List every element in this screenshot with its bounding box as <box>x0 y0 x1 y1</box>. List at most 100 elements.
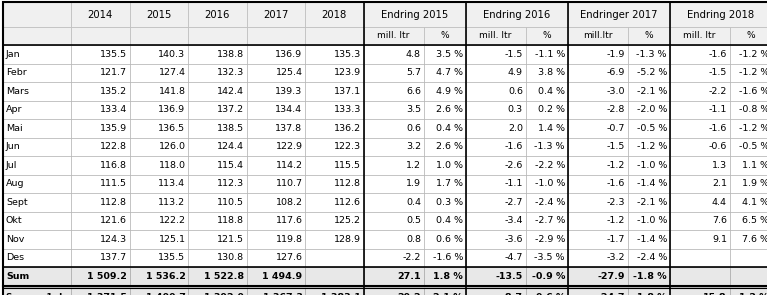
Bar <box>670 248 729 267</box>
Text: -2.1 %: -2.1 % <box>637 198 667 207</box>
Bar <box>627 156 670 175</box>
Text: 7.6 %: 7.6 % <box>742 235 767 244</box>
Bar <box>627 175 670 193</box>
Bar <box>71 267 130 286</box>
Text: 118.0: 118.0 <box>159 161 186 170</box>
Bar <box>466 63 525 82</box>
Bar <box>130 63 188 82</box>
Text: 0.8: 0.8 <box>406 235 421 244</box>
Text: 124.4: 124.4 <box>217 142 244 151</box>
Text: 135.2: 135.2 <box>100 87 127 96</box>
Text: -2.7 %: -2.7 % <box>535 216 565 225</box>
Bar <box>423 63 466 82</box>
Bar <box>3 156 71 175</box>
Bar <box>525 27 568 45</box>
Bar <box>3 287 71 295</box>
Bar <box>627 212 670 230</box>
Text: Mai: Mai <box>6 124 22 133</box>
Text: 121.6: 121.6 <box>100 216 127 225</box>
Text: Des: Des <box>6 253 24 262</box>
Text: 137.8: 137.8 <box>275 124 302 133</box>
Bar <box>729 101 767 119</box>
Text: 130.8: 130.8 <box>217 253 244 262</box>
Text: 110.5: 110.5 <box>217 198 244 207</box>
Bar <box>246 82 305 101</box>
Bar <box>188 63 246 82</box>
Bar <box>568 212 627 230</box>
Text: 122.9: 122.9 <box>275 142 302 151</box>
Bar <box>525 137 568 156</box>
Text: 112.8: 112.8 <box>334 179 361 188</box>
Text: 140.3: 140.3 <box>158 50 186 59</box>
Bar <box>729 230 767 248</box>
Text: -2.0 %: -2.0 % <box>637 105 667 114</box>
Bar <box>423 156 466 175</box>
Bar <box>188 230 246 248</box>
Bar <box>364 212 423 230</box>
Bar <box>627 230 670 248</box>
Text: -2.2: -2.2 <box>709 87 727 96</box>
Bar <box>364 27 423 45</box>
Text: -1.3 %: -1.3 % <box>637 50 667 59</box>
Bar <box>71 45 130 63</box>
Text: Aug: Aug <box>6 179 25 188</box>
Bar <box>729 248 767 267</box>
Text: -2.1 %: -2.1 % <box>637 87 667 96</box>
Text: 1 392.0: 1 392.0 <box>204 293 244 295</box>
Text: Jan: Jan <box>6 50 21 59</box>
Bar <box>246 2 305 27</box>
Bar <box>246 175 305 193</box>
Text: -1.0 %: -1.0 % <box>535 179 565 188</box>
Bar <box>729 137 767 156</box>
Text: -1.2 %: -1.2 % <box>739 124 767 133</box>
Bar <box>525 230 568 248</box>
Text: Mars: Mars <box>6 87 29 96</box>
Bar <box>3 193 71 212</box>
Bar <box>364 156 423 175</box>
Text: 135.5: 135.5 <box>100 50 127 59</box>
Text: 0.4 %: 0.4 % <box>538 87 565 96</box>
Bar <box>423 101 466 119</box>
Bar <box>71 287 130 295</box>
Text: mill. ltr: mill. ltr <box>377 32 410 40</box>
Text: 125.2: 125.2 <box>334 216 361 225</box>
Bar <box>246 248 305 267</box>
Bar <box>568 175 627 193</box>
Bar <box>729 267 767 286</box>
Bar <box>3 267 71 286</box>
Text: Sum: Sum <box>6 272 29 281</box>
Bar <box>3 27 71 45</box>
Text: 2.1: 2.1 <box>712 179 727 188</box>
Bar <box>423 212 466 230</box>
Bar <box>466 175 525 193</box>
Text: 113.2: 113.2 <box>158 198 186 207</box>
Text: 1.2: 1.2 <box>406 161 421 170</box>
Bar <box>466 248 525 267</box>
Bar <box>3 101 71 119</box>
Bar <box>729 193 767 212</box>
Text: 116.8: 116.8 <box>100 161 127 170</box>
Bar <box>71 230 130 248</box>
Bar <box>188 193 246 212</box>
Text: 137.7: 137.7 <box>100 253 127 262</box>
Bar <box>130 45 188 63</box>
Text: 135.9: 135.9 <box>100 124 127 133</box>
Text: 139.3: 139.3 <box>275 87 302 96</box>
Text: -2.6: -2.6 <box>505 161 523 170</box>
Bar <box>670 119 729 137</box>
Text: 1.9 %: 1.9 % <box>742 179 767 188</box>
Text: Nov: Nov <box>6 235 25 244</box>
Bar <box>246 137 305 156</box>
Text: -0.6: -0.6 <box>709 142 727 151</box>
Bar <box>423 230 466 248</box>
Bar <box>423 119 466 137</box>
Bar <box>305 267 364 286</box>
Text: 6.6: 6.6 <box>406 87 421 96</box>
Bar <box>568 287 627 295</box>
Bar <box>188 82 246 101</box>
Bar <box>525 63 568 82</box>
Text: 0.6: 0.6 <box>508 87 523 96</box>
Text: 128.9: 128.9 <box>334 235 361 244</box>
Text: 112.6: 112.6 <box>334 198 361 207</box>
Bar <box>3 248 71 267</box>
